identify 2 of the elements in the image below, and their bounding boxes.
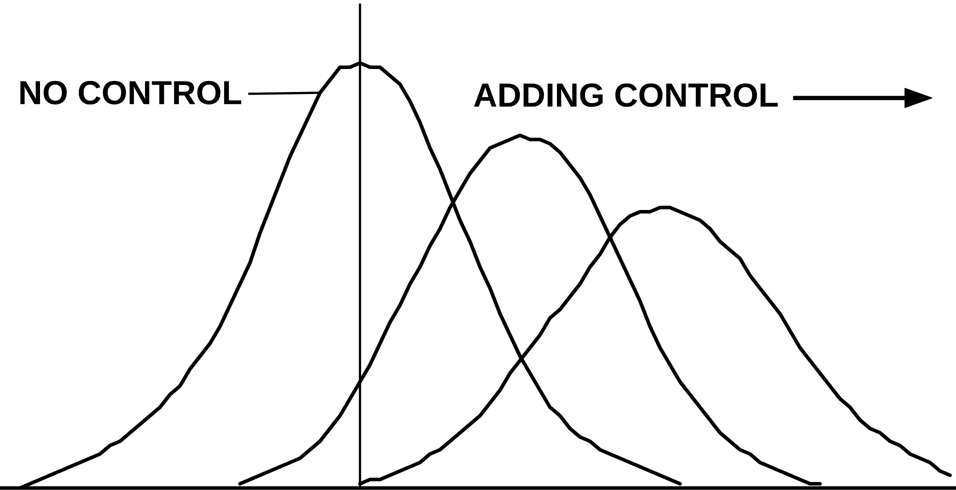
legend-label: NO CONTROL bbox=[20, 80, 242, 104]
annotation: ADDING CONTROL bbox=[474, 83, 778, 107]
